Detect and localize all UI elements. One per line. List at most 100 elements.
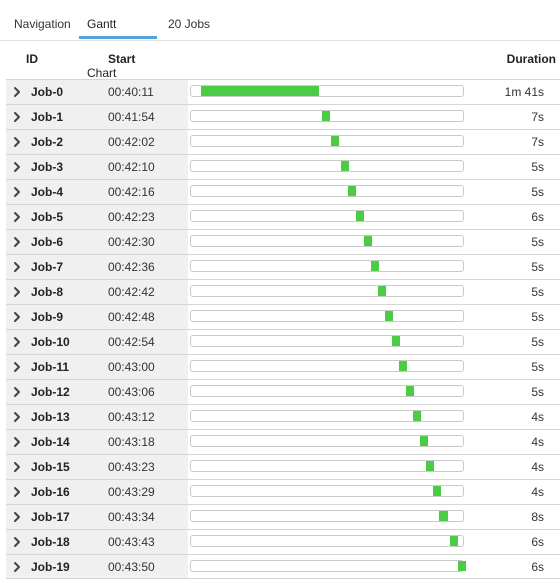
gantt-track bbox=[190, 385, 464, 397]
chevron-right-icon[interactable] bbox=[11, 436, 23, 448]
job-row[interactable]: Job-3 00:42:10 5s bbox=[6, 154, 560, 179]
gantt-bar[interactable] bbox=[364, 236, 372, 246]
chevron-right-icon[interactable] bbox=[11, 336, 23, 348]
chevron-right-icon[interactable] bbox=[11, 286, 23, 298]
job-start-time: 00:42:30 bbox=[108, 235, 155, 249]
job-id: Job-8 bbox=[31, 285, 64, 299]
chevron-right-icon[interactable] bbox=[11, 511, 23, 523]
gantt-bar[interactable] bbox=[439, 511, 448, 521]
gantt-track bbox=[190, 510, 464, 522]
gantt-bar[interactable] bbox=[413, 411, 421, 421]
job-row[interactable]: Job-11 00:43:00 5s bbox=[6, 354, 560, 379]
job-row[interactable]: Job-6 00:42:30 5s bbox=[6, 229, 560, 254]
job-row[interactable]: Job-10 00:42:54 5s bbox=[6, 329, 560, 354]
chevron-right-icon[interactable] bbox=[11, 536, 23, 548]
job-id: Job-12 bbox=[31, 385, 70, 399]
chevron-right-icon[interactable] bbox=[11, 136, 23, 148]
job-start-time: 00:42:42 bbox=[108, 285, 155, 299]
job-row[interactable]: Job-8 00:42:42 5s bbox=[6, 279, 560, 304]
job-start-time: 00:43:00 bbox=[108, 360, 155, 374]
gantt-bar[interactable] bbox=[356, 211, 364, 221]
job-row[interactable]: Job-1 00:41:54 7s bbox=[6, 104, 560, 129]
gantt-track bbox=[190, 460, 464, 472]
job-id: Job-17 bbox=[31, 510, 70, 524]
chevron-right-icon[interactable] bbox=[11, 486, 23, 498]
job-row[interactable]: Job-13 00:43:12 4s bbox=[6, 404, 560, 429]
row-label-background bbox=[6, 80, 188, 104]
gantt-bar[interactable] bbox=[426, 461, 434, 471]
row-label-background bbox=[6, 380, 188, 404]
gantt-bar[interactable] bbox=[399, 361, 407, 371]
gantt-bar[interactable] bbox=[420, 436, 428, 446]
job-start-time: 00:43:43 bbox=[108, 535, 155, 549]
gantt-bar[interactable] bbox=[450, 536, 458, 546]
job-row[interactable]: Job-18 00:43:43 6s bbox=[6, 529, 560, 554]
row-label-background bbox=[6, 280, 188, 304]
gantt-bar[interactable] bbox=[392, 336, 400, 346]
chevron-right-icon[interactable] bbox=[11, 261, 23, 273]
gantt-bar[interactable] bbox=[341, 161, 349, 171]
gantt-bar[interactable] bbox=[322, 111, 330, 121]
gantt-bar[interactable] bbox=[331, 136, 339, 146]
tab-navigation[interactable]: Navigation bbox=[14, 17, 71, 31]
chevron-right-icon[interactable] bbox=[11, 86, 23, 98]
gantt-bar[interactable] bbox=[458, 561, 466, 571]
gantt-bar[interactable] bbox=[201, 86, 319, 96]
tab-gantt-chart[interactable]: Gantt Chart bbox=[79, 0, 157, 80]
gantt-track bbox=[190, 285, 464, 297]
chevron-right-icon[interactable] bbox=[11, 211, 23, 223]
job-row[interactable]: Job-0 00:40:11 1m 41s bbox=[6, 79, 560, 104]
tab-bar: Navigation Gantt Chart 20 Jobs bbox=[0, 0, 560, 80]
column-header-id[interactable]: ID bbox=[26, 52, 38, 66]
chevron-right-icon[interactable] bbox=[11, 561, 23, 573]
chevron-right-icon[interactable] bbox=[11, 386, 23, 398]
job-row[interactable]: Job-5 00:42:23 6s bbox=[6, 204, 560, 229]
chevron-right-icon[interactable] bbox=[11, 361, 23, 373]
job-id: Job-10 bbox=[31, 335, 70, 349]
job-row[interactable]: Job-15 00:43:23 4s bbox=[6, 454, 560, 479]
gantt-bar[interactable] bbox=[385, 311, 393, 321]
job-row[interactable]: Job-9 00:42:48 5s bbox=[6, 304, 560, 329]
job-id: Job-13 bbox=[31, 410, 70, 424]
job-row[interactable]: Job-14 00:43:18 4s bbox=[6, 429, 560, 454]
gantt-bar[interactable] bbox=[371, 261, 379, 271]
row-label-background bbox=[6, 555, 188, 578]
chevron-right-icon[interactable] bbox=[11, 411, 23, 423]
column-header-start[interactable]: Start bbox=[108, 52, 136, 66]
job-start-time: 00:42:36 bbox=[108, 260, 155, 274]
gantt-track bbox=[190, 185, 464, 197]
job-start-time: 00:43:18 bbox=[108, 435, 155, 449]
job-row[interactable]: Job-16 00:43:29 4s bbox=[6, 479, 560, 504]
chevron-right-icon[interactable] bbox=[11, 111, 23, 123]
chevron-right-icon[interactable] bbox=[11, 186, 23, 198]
gantt-bar[interactable] bbox=[378, 286, 386, 296]
gantt-track bbox=[190, 85, 464, 97]
gantt-track bbox=[190, 335, 464, 347]
job-duration: 5s bbox=[531, 235, 544, 249]
gantt-track bbox=[190, 235, 464, 247]
job-id: Job-6 bbox=[31, 235, 64, 249]
job-row[interactable]: Job-4 00:42:16 5s bbox=[6, 179, 560, 204]
job-list: Job-0 00:40:11 1m 41s Job-1 00:41:54 7s Job-2 0… bbox=[6, 79, 560, 579]
gantt-track bbox=[190, 360, 464, 372]
job-id: Job-2 bbox=[31, 135, 64, 149]
row-label-background bbox=[6, 480, 188, 504]
gantt-bar[interactable] bbox=[406, 386, 414, 396]
chevron-right-icon[interactable] bbox=[11, 461, 23, 473]
chevron-right-icon[interactable] bbox=[11, 236, 23, 248]
job-id: Job-18 bbox=[31, 535, 70, 549]
column-header-duration[interactable]: Duration bbox=[506, 52, 556, 66]
job-duration: 5s bbox=[531, 185, 544, 199]
job-row[interactable]: Job-7 00:42:36 5s bbox=[6, 254, 560, 279]
job-row[interactable]: Job-12 00:43:06 5s bbox=[6, 379, 560, 404]
gantt-bar[interactable] bbox=[348, 186, 356, 196]
job-duration: 5s bbox=[531, 160, 544, 174]
gantt-bar[interactable] bbox=[433, 486, 441, 496]
job-row[interactable]: Job-2 00:42:02 7s bbox=[6, 129, 560, 154]
chevron-right-icon[interactable] bbox=[11, 161, 23, 173]
job-id: Job-15 bbox=[31, 460, 70, 474]
job-row[interactable]: Job-17 00:43:34 8s bbox=[6, 504, 560, 529]
chevron-right-icon[interactable] bbox=[11, 311, 23, 323]
job-row[interactable]: Job-19 00:43:50 6s bbox=[6, 554, 560, 579]
row-label-background bbox=[6, 455, 188, 479]
